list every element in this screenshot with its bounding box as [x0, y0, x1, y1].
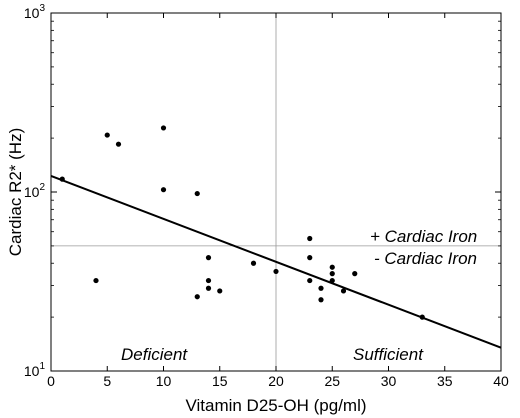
- x-tick-label-40: 40: [493, 373, 509, 389]
- data-point-3: [115, 141, 122, 147]
- region-label-deficient: Deficient: [121, 345, 188, 364]
- region-label-sufficient: Sufficient: [353, 345, 424, 364]
- data-point-15: [307, 255, 313, 261]
- data-point-10: [205, 285, 212, 291]
- data-point-13: [273, 268, 279, 275]
- y-axis-ticks: 101 102 103: [24, 3, 501, 379]
- data-point-16: [307, 277, 313, 284]
- x-tick-label-15: 15: [212, 373, 228, 389]
- threshold-guides: [51, 13, 501, 371]
- data-point-22: [340, 288, 347, 294]
- data-points: [59, 125, 425, 320]
- x-axis-ticks: 0 5 10 15 20 25 30 35 40: [47, 13, 509, 389]
- data-point-1: [93, 277, 99, 284]
- data-point-20: [329, 271, 335, 277]
- data-point-2: [104, 132, 110, 138]
- fit-line-group: [50, 174, 502, 349]
- data-point-8: [205, 255, 212, 261]
- data-point-7: [194, 294, 200, 300]
- data-point-19: [329, 264, 335, 270]
- annotation-plus-cardiac-iron: + Cardiac Iron: [370, 227, 477, 246]
- data-point-6: [194, 190, 200, 197]
- data-point-9: [205, 277, 212, 284]
- x-tick-label-10: 10: [156, 373, 172, 389]
- data-point-5: [160, 187, 167, 193]
- data-point-4: [160, 125, 167, 131]
- data-point-12: [250, 260, 257, 266]
- x-tick-label-35: 35: [437, 373, 453, 389]
- data-point-23: [352, 271, 358, 277]
- x-tick-label-0: 0: [47, 373, 55, 389]
- y-tick-label-1000: 103: [24, 3, 46, 21]
- y-axis-title: Cardiac R2* (Hz): [6, 128, 25, 256]
- x-tick-label-20: 20: [268, 373, 284, 389]
- data-point-18: [318, 285, 324, 291]
- x-tick-label-30: 30: [381, 373, 397, 389]
- data-point-14: [307, 235, 313, 242]
- x-tick-label-25: 25: [324, 373, 340, 389]
- data-point-21: [329, 277, 335, 284]
- y-tick-label-100: 102: [24, 182, 46, 200]
- data-point-24: [419, 314, 425, 320]
- data-point-11: [217, 288, 223, 294]
- data-point-17: [318, 297, 324, 303]
- y-tick-label-10: 101: [24, 361, 46, 379]
- x-axis-title: Vitamin D25-OH (pg/ml): [185, 396, 366, 415]
- annotation-minus-cardiac-iron: - Cardiac Iron: [374, 249, 477, 268]
- data-point-0: [59, 176, 65, 182]
- fit-line: [50, 174, 502, 349]
- x-tick-label-5: 5: [103, 373, 111, 389]
